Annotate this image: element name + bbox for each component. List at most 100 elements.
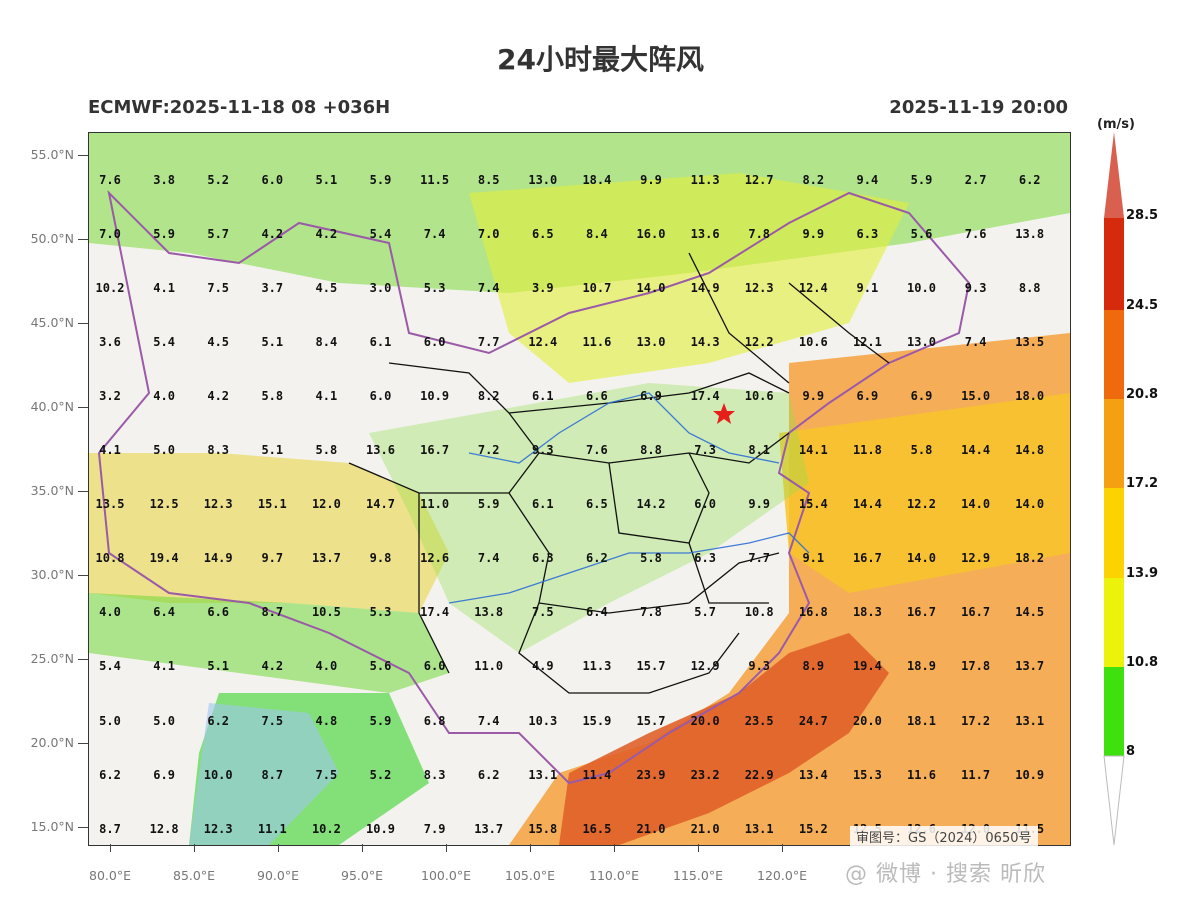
- gust-value-label: 7.0: [477, 227, 500, 242]
- gust-value-label: 7.8: [748, 227, 771, 242]
- gust-value-label: 8.5: [477, 173, 500, 187]
- gust-value-label: 15.3: [852, 767, 882, 782]
- gust-value-label: 11.7: [961, 767, 991, 782]
- gust-value-label: 6.5: [531, 227, 554, 242]
- lat-tick: [78, 491, 88, 492]
- gust-value-label: 5.9: [369, 173, 392, 187]
- gust-value-label: 7.2: [477, 443, 500, 458]
- gust-value-label: 14.7: [366, 497, 395, 512]
- gust-value-label: 8.7: [261, 605, 284, 620]
- gust-value-label: 14.0: [636, 281, 666, 296]
- gust-value-label: 4.5: [207, 335, 230, 350]
- lat-tick: [78, 155, 88, 156]
- gust-value-label: 14.8: [1015, 443, 1045, 458]
- gust-value-label: 14.0: [907, 551, 936, 566]
- colorbar-segment-8: [1104, 667, 1124, 756]
- lat-tick: [78, 659, 88, 660]
- gust-value-label: 11.0: [474, 659, 504, 674]
- gust-value-label: 23.2: [690, 767, 720, 782]
- gust-value-label: 9.1: [802, 551, 825, 566]
- lon-label: 95.0°E: [341, 868, 383, 883]
- gust-value-label: 6.1: [531, 389, 554, 404]
- gust-value-label: 6.5: [586, 497, 608, 512]
- gust-value-label: 14.4: [852, 497, 882, 512]
- gust-value-label: 5.4: [369, 227, 392, 242]
- gust-value-label: 3.0: [369, 281, 392, 296]
- gust-value-label: 7.6: [99, 173, 121, 187]
- lon-label: 120.0°E: [757, 868, 807, 883]
- lat-label: 35.0°N: [30, 483, 74, 498]
- gust-value-label: 7.6: [586, 443, 608, 458]
- gust-value-label: 11.3: [690, 173, 720, 187]
- gust-value-label: 6.9: [153, 767, 175, 782]
- gust-value-label: 5.4: [153, 335, 175, 350]
- gust-value-label: 4.8: [315, 713, 338, 728]
- gust-value-label: 11.6: [582, 335, 612, 350]
- gust-value-label: 6.2: [477, 767, 500, 782]
- colorbar-top-arrow: [1104, 132, 1124, 218]
- gust-value-label: 7.5: [207, 281, 230, 296]
- lon-tick: [362, 844, 363, 852]
- gust-value-label: 6.3: [856, 227, 879, 242]
- colorbar-tick: 8: [1126, 744, 1136, 759]
- gust-value-label: 9.8: [369, 551, 392, 566]
- colorbar-tick: 20.8: [1126, 387, 1159, 402]
- gust-value-label: 6.1: [369, 335, 392, 350]
- lon-label: 105.0°E: [505, 868, 555, 883]
- gust-value-label: 6.9: [910, 389, 933, 404]
- gust-value-label: 21.0: [690, 821, 720, 836]
- gust-value-label: 13.5: [1015, 335, 1045, 350]
- colorbar-tick: 13.9: [1126, 566, 1159, 581]
- gust-value-label: 13.7: [474, 821, 504, 836]
- yellow-sea-band: [779, 393, 1070, 593]
- gust-value-label: 7.8: [640, 605, 662, 620]
- gust-value-label: 5.1: [315, 173, 338, 187]
- gust-value-label: 15.0: [961, 389, 991, 404]
- gust-value-label: 9.9: [802, 389, 825, 404]
- gust-value-label: 15.7: [636, 659, 666, 674]
- gust-value-label: 13.0: [907, 335, 936, 350]
- lon-tick: [698, 844, 699, 852]
- gust-value-label: 8.8: [640, 443, 662, 458]
- valid-time-label: 2025-11-19 20:00: [889, 97, 1068, 118]
- gust-value-label: 10.5: [311, 605, 341, 620]
- beijing-star-marker: [713, 403, 735, 424]
- lat-tick: [78, 575, 88, 576]
- gust-value-label: 12.0: [311, 497, 341, 512]
- gust-value-label: 15.1: [257, 497, 287, 512]
- gust-value-label: 16.7: [852, 551, 882, 566]
- gust-value-label: 9.3: [748, 659, 771, 674]
- gust-value-label: 13.6: [366, 443, 395, 458]
- southwest-green: [89, 593, 449, 693]
- gust-value-label: 18.3: [852, 605, 882, 620]
- gust-value-label: 7.3: [694, 443, 716, 458]
- lon-tick: [110, 844, 111, 852]
- gust-value-label: 6.0: [369, 389, 392, 404]
- colorbar-tick: 28.5: [1126, 208, 1159, 223]
- colorbar-unit: (m/s): [1097, 117, 1135, 132]
- gust-value-label: 15.8: [528, 821, 558, 836]
- gust-value-label: 5.3: [369, 605, 392, 620]
- gust-value-label: 19.4: [149, 551, 179, 566]
- gust-value-label: 13.6: [690, 227, 720, 242]
- gust-value-label: 6.2: [99, 767, 121, 782]
- gust-value-label: 13.1: [528, 767, 558, 782]
- gust-value-label: 3.9: [531, 281, 554, 296]
- gust-value-label: 6.9: [640, 389, 662, 404]
- gust-value-label: 7.5: [531, 605, 554, 620]
- gust-value-label: 10.8: [744, 605, 774, 620]
- gust-value-label: 15.2: [798, 821, 828, 836]
- gust-value-label: 3.6: [99, 335, 121, 350]
- gust-value-label: 6.9: [856, 389, 879, 404]
- gust-value-label: 8.1: [748, 443, 771, 458]
- gust-value-label: 6.4: [586, 605, 608, 620]
- gust-value-label: 15.7: [636, 713, 666, 728]
- gust-value-label: 8.3: [423, 767, 446, 782]
- gust-value-label: 9.4: [856, 173, 879, 187]
- gust-value-label: 5.9: [153, 227, 175, 242]
- lon-label: 85.0°E: [173, 868, 215, 883]
- gust-value-label: 14.9: [203, 551, 233, 566]
- gust-value-label: 14.1: [798, 443, 828, 458]
- gust-value-label: 18.1: [907, 713, 936, 728]
- gust-value-label: 18.4: [582, 173, 612, 187]
